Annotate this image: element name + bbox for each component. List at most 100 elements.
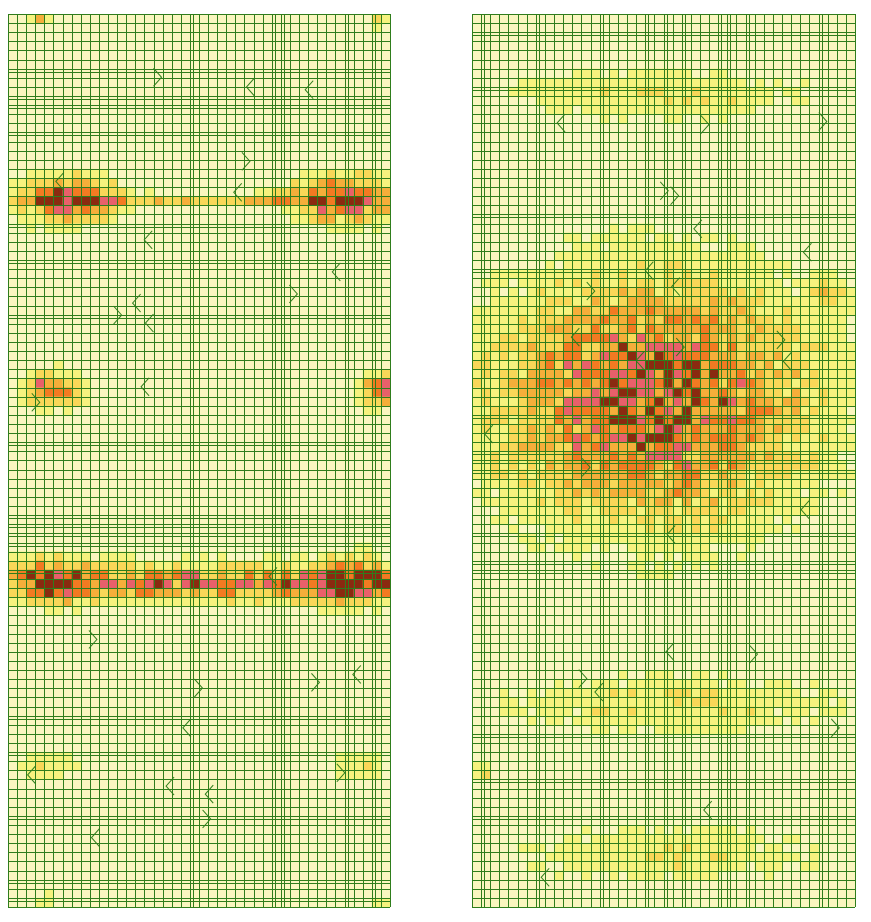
- mesh-cell: [718, 378, 728, 388]
- mesh-cell: [380, 897, 391, 908]
- mesh-cell: [709, 269, 719, 279]
- mesh-cell: [189, 588, 200, 598]
- mesh-cell: [754, 296, 765, 306]
- mesh-cell: [636, 77, 646, 88]
- mesh-cell: [563, 278, 573, 288]
- mesh-cell: [782, 487, 792, 498]
- mesh-cell: [608, 478, 619, 489]
- mesh-cell: [745, 96, 755, 106]
- mesh-cell: [645, 314, 655, 325]
- mesh-cell: [535, 515, 546, 525]
- mesh-cell: [763, 278, 774, 288]
- mesh-cell: [544, 478, 555, 489]
- mesh-cell: [98, 214, 109, 224]
- mesh-cell: [80, 597, 91, 607]
- mesh-cell: [490, 305, 500, 316]
- mesh-cell: [763, 852, 774, 862]
- mesh-cell: [262, 578, 273, 589]
- mesh-cell: [636, 679, 646, 689]
- mesh-cell: [62, 569, 72, 580]
- mesh-cell: [599, 332, 610, 343]
- mesh-cell: [35, 597, 45, 607]
- mesh-cell: [681, 241, 692, 252]
- mesh-cell: [499, 451, 509, 461]
- mesh-cell: [663, 724, 673, 735]
- mesh-cell: [745, 323, 755, 334]
- mesh-cell: [636, 506, 646, 516]
- mesh-cell: [627, 269, 637, 279]
- mesh-cell: [627, 706, 637, 716]
- mesh-cell: [663, 369, 673, 379]
- mesh-cell: [235, 588, 245, 598]
- mesh-cell: [782, 396, 792, 407]
- mesh-cell: [636, 396, 646, 407]
- mesh-cell: [645, 396, 655, 407]
- mesh-edge: [782, 352, 792, 371]
- mesh-cell: [599, 396, 610, 407]
- mesh-cell: [472, 761, 482, 771]
- mesh-cell: [526, 478, 537, 489]
- mesh-cell: [362, 405, 373, 416]
- mesh-cell: [699, 551, 710, 562]
- mesh-cell: [380, 168, 391, 179]
- mesh-cell: [699, 96, 710, 106]
- mesh-cell: [535, 77, 546, 88]
- mesh-cell: [745, 332, 755, 343]
- mesh-cell: [654, 824, 664, 835]
- mesh-cell: [572, 834, 582, 844]
- mesh-cell: [53, 223, 63, 233]
- mesh-cell: [818, 342, 828, 352]
- mesh-cell: [681, 287, 692, 297]
- mesh-cell: [535, 369, 546, 379]
- mesh-cell: [62, 560, 72, 571]
- mesh-edge: [140, 377, 150, 397]
- mesh-cell: [672, 487, 683, 498]
- mesh-cell: [736, 724, 746, 735]
- mesh-cell: [672, 524, 683, 534]
- mesh-cell: [699, 232, 710, 243]
- mesh-cell: [754, 269, 765, 279]
- mesh-cell: [672, 351, 683, 361]
- mesh-cell: [727, 305, 737, 316]
- mesh-cell: [809, 332, 819, 343]
- mesh-cell: [763, 487, 774, 498]
- mesh-edge: [578, 669, 588, 688]
- mesh-cell: [171, 588, 182, 598]
- mesh-cell: [791, 478, 801, 489]
- mesh-cell: [827, 360, 838, 370]
- mesh-cell: [508, 305, 518, 316]
- mesh-cell: [554, 342, 564, 352]
- mesh-cell: [772, 861, 783, 871]
- mesh-cell: [317, 569, 327, 580]
- mesh-cell: [736, 706, 746, 716]
- mesh-cell: [736, 496, 746, 507]
- mesh-cell: [244, 569, 254, 580]
- mesh-cell: [709, 360, 719, 370]
- mesh-cell: [563, 96, 573, 106]
- mesh-cell: [335, 606, 345, 616]
- mesh-cell: [581, 287, 591, 297]
- mesh-cell: [280, 196, 291, 206]
- mesh-cell: [517, 478, 528, 489]
- mesh-cell: [754, 715, 765, 726]
- mesh-cell: [727, 287, 737, 297]
- mesh-cell: [317, 196, 327, 206]
- mesh-cell: [171, 578, 182, 589]
- mesh-cell: [554, 852, 564, 862]
- mesh-cell: [718, 360, 728, 370]
- mesh-cell: [189, 569, 200, 580]
- mesh-cell: [554, 460, 564, 470]
- mesh-cell: [718, 515, 728, 525]
- mesh-cell: [709, 424, 719, 434]
- mesh-cell: [62, 178, 72, 188]
- mesh-cell: [827, 688, 838, 698]
- mesh-cell: [636, 314, 646, 325]
- left-panel: [8, 14, 391, 908]
- mesh-cell: [699, 496, 710, 507]
- mesh-cell: [608, 241, 619, 252]
- mesh-cell: [490, 496, 500, 507]
- mesh-cell: [636, 342, 646, 352]
- mesh-cell: [672, 378, 683, 388]
- mesh-cell: [554, 86, 564, 97]
- mesh-cell: [745, 843, 755, 853]
